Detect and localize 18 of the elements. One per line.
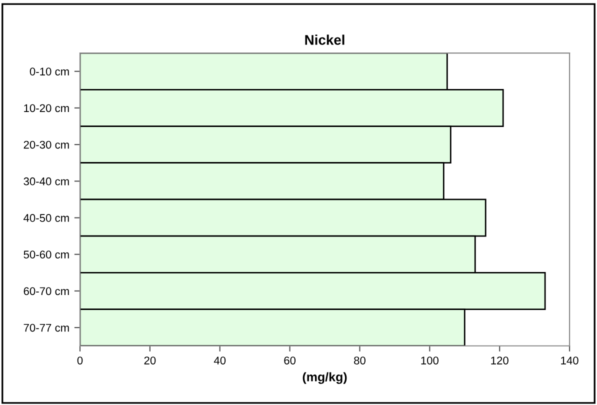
x-tick-label: 80 [354, 356, 366, 364]
x-tick-label: 120 [491, 356, 508, 364]
y-tick-label: 40-50 cm [24, 214, 69, 222]
x-tick-label: 140 [561, 356, 578, 364]
x-axis-title: (mg/kg) [302, 372, 347, 384]
x-tick-label: 20 [144, 356, 156, 364]
x-tick-label: 40 [214, 356, 226, 364]
y-tick-label: 50-60 cm [24, 250, 69, 258]
y-tick-label: 60-70 cm [24, 287, 69, 296]
x-tick-label: 0 [77, 356, 83, 364]
y-tick-label: 0-10 cm [30, 68, 69, 76]
y-tick-label: 10-20 cm [24, 104, 69, 112]
y-tick-label: 30-40 cm [24, 177, 69, 186]
x-tick-label: 60 [284, 356, 296, 364]
y-tick-label: 20-30 cm [24, 140, 69, 149]
y-tick-label: 70-77 cm [24, 324, 69, 332]
chart-title: Nickel [305, 34, 344, 45]
x-tick-label: 100 [421, 356, 439, 364]
